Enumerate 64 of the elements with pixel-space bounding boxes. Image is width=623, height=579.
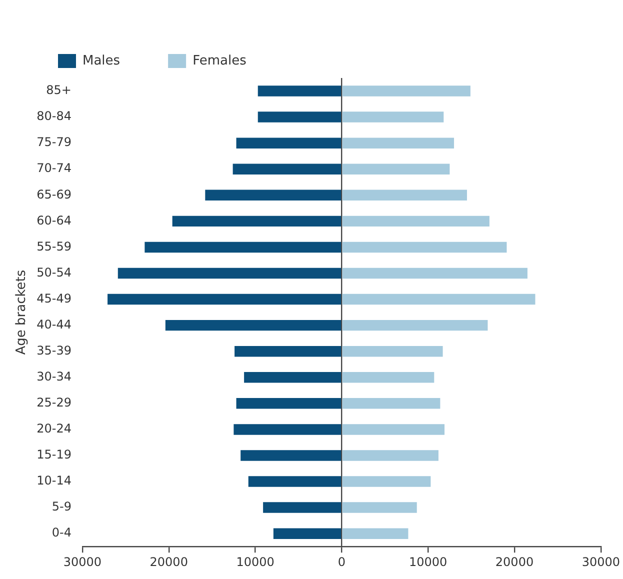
y-tick-label: 40-44 (36, 317, 72, 332)
x-tick-label: 10000 (409, 554, 448, 569)
bar (236, 138, 342, 148)
bar (273, 528, 342, 539)
bar (236, 398, 342, 409)
y-tick-label: 35-39 (36, 343, 72, 358)
x-tick-label: 30000 (63, 554, 102, 569)
y-tick-label: 20-24 (36, 422, 72, 436)
y-tick-label: 50-54 (36, 265, 72, 280)
x-tick-label: 10000 (236, 554, 274, 569)
y-tick-label: 25-29 (36, 396, 72, 410)
bar (205, 190, 342, 201)
bar (342, 346, 443, 357)
y-tick-label: 15-19 (36, 448, 72, 462)
bar (342, 86, 470, 96)
bar (240, 450, 342, 461)
bar (342, 242, 507, 253)
bar (342, 216, 490, 227)
bar (342, 320, 488, 331)
bar (248, 476, 342, 487)
bar (342, 268, 528, 279)
bar (342, 450, 438, 461)
legend-label: Males (82, 53, 120, 68)
bar (165, 320, 342, 331)
bar (342, 502, 417, 513)
bar (258, 112, 342, 122)
x-tick-label: 20000 (150, 554, 188, 569)
y-tick-label: 80-84 (36, 109, 72, 124)
bar (244, 372, 342, 383)
x-tick-label: 30000 (582, 554, 620, 569)
bar (342, 112, 444, 122)
y-tick-label: 0-4 (52, 526, 72, 540)
bar (258, 86, 342, 96)
y-tick-label: 55-59 (36, 239, 72, 254)
y-tick-label: 45-49 (36, 291, 72, 306)
y-tick-label: 5-9 (52, 500, 72, 514)
bar (263, 502, 342, 513)
bar (234, 424, 342, 435)
y-tick-label: 85+ (46, 83, 72, 98)
y-tick-label: 10-14 (36, 474, 72, 488)
y-tick-label: 60-64 (36, 213, 72, 228)
bar (234, 346, 342, 357)
bar (108, 294, 342, 305)
bar (342, 294, 536, 305)
legend-label: Females (192, 53, 247, 68)
bar (118, 268, 342, 279)
bar (342, 528, 408, 539)
bar (342, 424, 445, 435)
bar (172, 216, 342, 227)
x-tick-label: 20000 (495, 554, 534, 569)
bar (232, 164, 342, 174)
y-axis-title: Age brackets (14, 270, 30, 355)
bar (342, 164, 450, 174)
bar (342, 476, 431, 487)
x-tick-label: 0 (338, 554, 346, 569)
bar (342, 190, 467, 201)
bar (342, 138, 454, 148)
y-tick-label: 65-69 (36, 187, 72, 202)
y-tick-label: 70-74 (36, 161, 72, 176)
bar (144, 242, 342, 253)
y-tick-label: 30-34 (36, 370, 72, 384)
bar (342, 372, 434, 383)
y-tick-label: 75-79 (36, 135, 72, 150)
bar (342, 398, 440, 409)
